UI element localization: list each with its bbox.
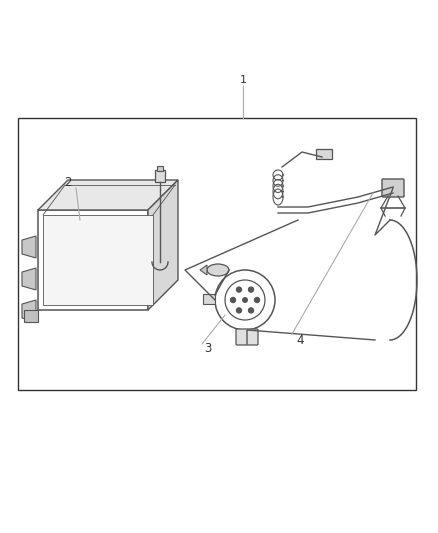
- Circle shape: [237, 308, 241, 313]
- FancyBboxPatch shape: [382, 179, 404, 197]
- Ellipse shape: [207, 264, 229, 276]
- Bar: [203, 294, 215, 304]
- Circle shape: [230, 297, 236, 303]
- Bar: [24, 310, 38, 322]
- Polygon shape: [148, 180, 178, 310]
- Polygon shape: [22, 236, 36, 258]
- Polygon shape: [38, 180, 178, 210]
- Text: 2: 2: [64, 176, 72, 190]
- Polygon shape: [22, 268, 36, 290]
- Bar: [316, 149, 332, 159]
- Circle shape: [248, 308, 254, 313]
- Circle shape: [248, 287, 254, 292]
- FancyBboxPatch shape: [236, 329, 258, 345]
- Polygon shape: [200, 265, 207, 275]
- Text: 3: 3: [204, 342, 212, 354]
- Text: 1: 1: [240, 75, 247, 85]
- Bar: [18, 118, 416, 390]
- Circle shape: [254, 297, 259, 303]
- Circle shape: [242, 297, 248, 303]
- Polygon shape: [43, 215, 153, 305]
- Polygon shape: [22, 300, 36, 322]
- Bar: [155, 170, 165, 182]
- Text: 4: 4: [296, 334, 304, 346]
- Circle shape: [237, 287, 241, 292]
- Bar: [157, 166, 163, 171]
